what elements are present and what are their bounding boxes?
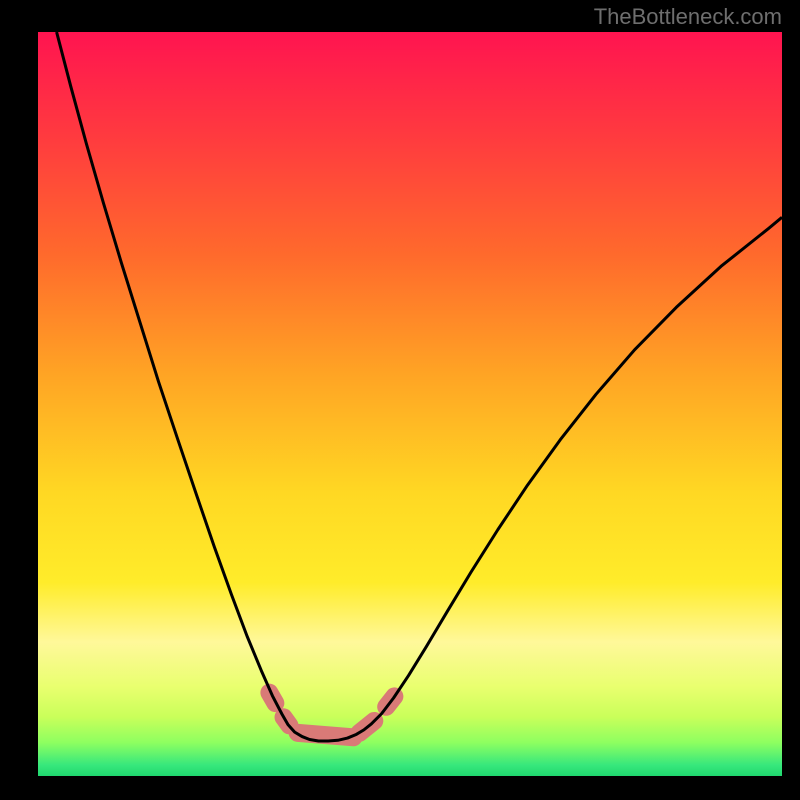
plot-area xyxy=(38,32,782,776)
curve-layer xyxy=(38,32,782,776)
watermark-text: TheBottleneck.com xyxy=(594,4,782,30)
bottleneck-curve xyxy=(57,32,782,741)
chart-canvas: TheBottleneck.com xyxy=(0,0,800,800)
markers-overlay xyxy=(269,693,394,738)
